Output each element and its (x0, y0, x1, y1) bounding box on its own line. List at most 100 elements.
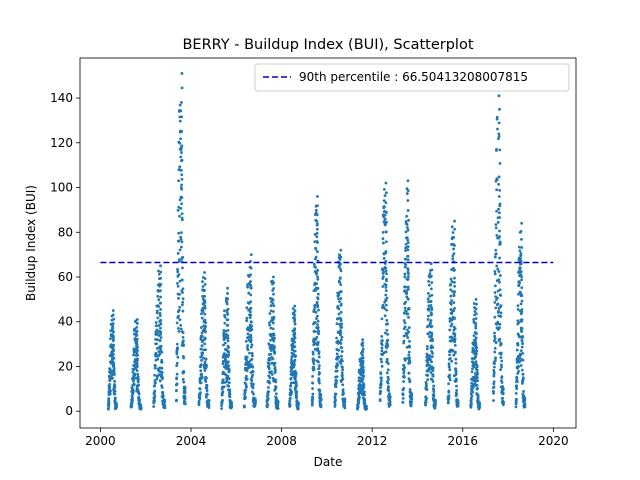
data-point (182, 339, 185, 343)
data-point (266, 397, 270, 401)
data-point (339, 329, 342, 332)
data-point (112, 370, 116, 374)
data-point (153, 379, 157, 382)
data-point (431, 369, 435, 372)
data-point (357, 400, 361, 404)
data-point (492, 371, 496, 374)
data-point (316, 259, 320, 263)
data-point (296, 406, 300, 410)
data-point (311, 397, 315, 401)
data-point (425, 344, 429, 348)
data-point (248, 316, 252, 319)
data-point (519, 262, 523, 265)
data-point (362, 386, 366, 389)
data-point (205, 376, 208, 380)
data-point (494, 252, 498, 256)
data-point (317, 364, 321, 368)
data-point (250, 343, 254, 347)
data-point (295, 393, 298, 397)
data-point (176, 281, 179, 285)
data-point (501, 397, 505, 400)
y-axis-ticks: 0 20 40 60 80 100 120 140 (50, 91, 80, 418)
data-point (175, 361, 179, 365)
data-point (183, 397, 187, 401)
data-point (226, 297, 230, 301)
data-point (226, 334, 230, 338)
data-point (339, 283, 343, 287)
data-point (267, 367, 271, 371)
data-point (226, 292, 229, 295)
data-point (178, 279, 182, 283)
data-point (497, 207, 500, 211)
data-point (220, 401, 224, 405)
data-point (154, 381, 157, 385)
data-point (154, 364, 157, 368)
data-point (519, 302, 523, 306)
y-tick-label: 0 (65, 404, 73, 418)
data-point (384, 283, 388, 287)
data-point (494, 226, 498, 230)
data-point (268, 358, 272, 362)
data-point (183, 391, 187, 394)
data-point (274, 380, 278, 384)
data-point (497, 121, 501, 125)
data-point (518, 266, 522, 270)
data-point (312, 343, 316, 347)
data-point (426, 353, 429, 357)
data-point (424, 380, 428, 384)
data-point (453, 343, 457, 347)
data-point (497, 309, 500, 313)
data-point (472, 302, 476, 305)
data-point (271, 321, 275, 325)
data-point (384, 191, 388, 195)
data-point (403, 375, 406, 379)
data-point (339, 290, 343, 293)
data-point (203, 294, 207, 298)
data-point (406, 278, 410, 281)
data-point (250, 390, 254, 394)
data-point (386, 332, 390, 336)
data-point (430, 360, 433, 364)
data-point (178, 293, 181, 296)
data-point (500, 365, 503, 369)
data-point (363, 393, 366, 397)
data-point (272, 304, 276, 308)
data-point (180, 196, 184, 200)
data-point (337, 297, 341, 301)
data-point (311, 400, 314, 404)
data-point (177, 314, 180, 318)
data-point (179, 147, 183, 150)
data-point (403, 272, 407, 276)
data-point (454, 361, 458, 365)
data-point (112, 335, 115, 338)
data-point (109, 337, 112, 341)
data-point (388, 403, 392, 406)
data-point (314, 208, 318, 212)
data-point (201, 280, 204, 284)
data-point (448, 376, 451, 379)
data-point (453, 332, 457, 336)
data-point (292, 311, 296, 315)
data-point (246, 332, 250, 336)
data-point (381, 237, 385, 241)
data-point (245, 358, 249, 362)
data-point (180, 173, 184, 177)
data-point (469, 398, 473, 402)
data-point (293, 318, 297, 321)
data-point (470, 370, 474, 374)
data-point (474, 321, 478, 325)
data-point (290, 373, 294, 377)
data-point (135, 349, 139, 353)
data-point (272, 287, 276, 290)
data-point (427, 283, 431, 287)
data-point (289, 384, 293, 387)
data-point (243, 392, 247, 396)
data-point (493, 272, 497, 276)
data-point (408, 380, 412, 384)
data-point (252, 392, 255, 396)
data-point (447, 396, 451, 400)
data-point (341, 377, 345, 381)
data-point (245, 319, 249, 323)
data-point (343, 406, 347, 410)
data-point (492, 339, 496, 343)
